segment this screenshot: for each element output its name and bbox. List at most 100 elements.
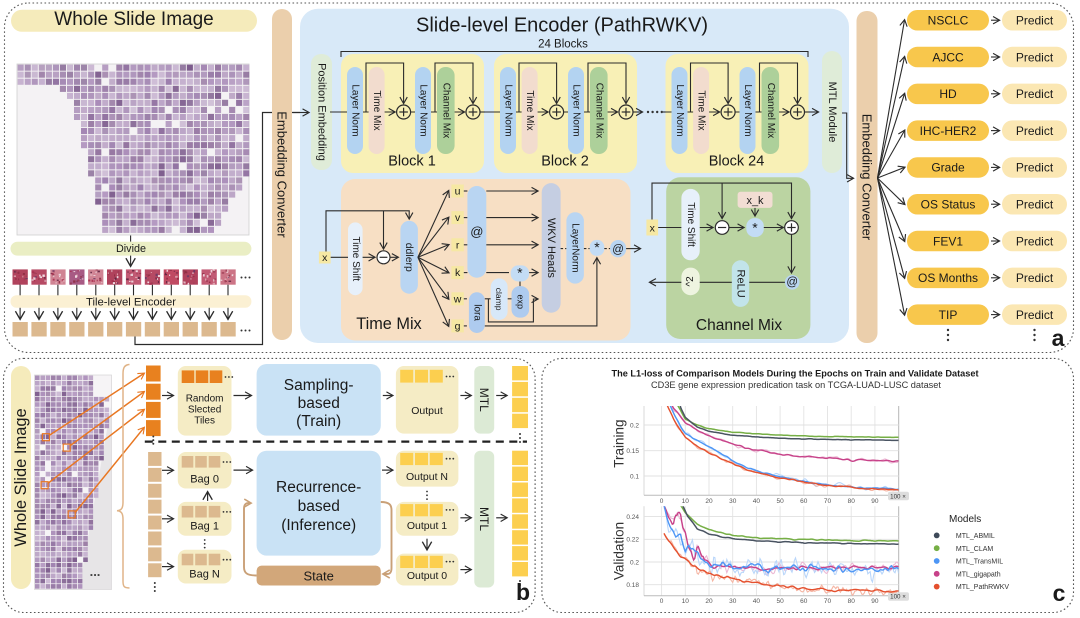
svg-text:x: x [650,223,656,235]
svg-text:MTL: MTL [477,388,491,412]
svg-text:40: 40 [753,598,761,605]
svg-text:Channel Mix: Channel Mix [765,83,776,139]
svg-text:0: 0 [660,498,664,505]
svg-text:Time Mix: Time Mix [696,90,707,130]
svg-text:MTL_ABMIL: MTL_ABMIL [956,533,995,540]
svg-text:0.2: 0.2 [630,422,639,429]
svg-text:60: 60 [800,598,808,605]
svg-text:Layer Norm: Layer Norm [742,84,753,136]
svg-text:Tile-level Encoder: Tile-level Encoder [86,296,176,308]
svg-text:Embedding Converter: Embedding Converter [275,111,290,238]
svg-text:c: c [1053,580,1066,606]
svg-text:Block 2: Block 2 [541,154,589,170]
svg-text:LayerNorm: LayerNorm [570,223,581,272]
svg-text:Block 24: Block 24 [709,154,765,170]
svg-text:x: x [322,252,328,264]
svg-text:Embedding Converter: Embedding Converter [860,114,875,241]
svg-text:based: based [298,498,340,515]
svg-text:r: r [456,239,460,251]
svg-text:lora: lora [471,304,482,321]
svg-text:Channel Mix: Channel Mix [593,83,604,139]
svg-text:Grade: Grade [931,161,965,175]
svg-text:Predict: Predict [1016,161,1054,175]
svg-text:Predict: Predict [1016,308,1054,322]
svg-text:ddlerp: ddlerp [403,243,415,272]
svg-text:*: * [594,239,600,255]
svg-text:Whole Slide Image: Whole Slide Image [54,9,213,30]
svg-text:Slide-level Encoder (PathRWKV): Slide-level Encoder (PathRWKV) [416,15,708,37]
svg-text:Slected: Slected [188,405,221,416]
svg-text:NSCLC: NSCLC [928,14,969,28]
svg-text:@: @ [470,224,483,239]
svg-text:Tiles: Tiles [194,416,215,427]
svg-text:(Inference): (Inference) [281,517,356,534]
svg-text:50: 50 [776,498,784,505]
svg-text:Time Mix: Time Mix [356,315,421,333]
svg-text:70: 70 [824,598,832,605]
svg-text:OS Months: OS Months [918,271,978,285]
svg-text:CD3E gene expression predicati: CD3E gene expression predication task on… [651,380,941,390]
svg-text:MTL_TransMIL: MTL_TransMIL [956,559,1003,566]
svg-text:30: 30 [729,498,737,505]
svg-text:Validation: Validation [612,522,627,580]
svg-text:a: a [1052,325,1065,351]
svg-text:Layer Norm: Layer Norm [418,84,429,136]
svg-text:Whole Slide Image: Whole Slide Image [12,408,30,547]
svg-text:Layer Norm: Layer Norm [350,84,361,136]
svg-text:Time Shift: Time Shift [350,236,361,281]
svg-text:Predict: Predict [1016,271,1054,285]
svg-text:MTL_gigapath: MTL_gigapath [956,571,1001,578]
svg-text:@: @ [612,244,624,256]
svg-text:Bag 1: Bag 1 [190,521,219,533]
svg-text:0: 0 [660,598,664,605]
svg-text:k: k [455,267,461,279]
svg-text:0.22: 0.22 [626,537,639,544]
svg-text:AJCC: AJCC [932,50,964,64]
svg-text:Models: Models [949,514,981,525]
svg-text:Time Mix: Time Mix [524,90,535,130]
svg-text:Bag N: Bag N [189,569,220,581]
svg-text:Predict: Predict [1016,198,1054,212]
svg-text:20: 20 [705,598,713,605]
svg-text:10: 10 [682,598,690,605]
svg-text:100 ×: 100 × [890,493,906,500]
svg-text:Recurrence-: Recurrence- [276,479,361,496]
svg-text:(Train): (Train) [296,413,341,430]
svg-text:40: 40 [753,498,761,505]
svg-text:OS Status: OS Status [921,198,976,212]
svg-text:exp: exp [515,295,525,310]
svg-text:ReLU: ReLU [735,270,747,298]
svg-text:b: b [516,579,530,605]
svg-text:FEV1: FEV1 [933,234,963,248]
svg-text:HD: HD [939,87,957,101]
svg-text:TIP: TIP [939,308,958,322]
svg-text:Predict: Predict [1016,50,1054,64]
svg-text:Output 1: Output 1 [407,520,447,532]
svg-text:Channel Mix: Channel Mix [440,83,451,139]
svg-text:v: v [455,212,461,224]
svg-text:10: 10 [682,498,690,505]
svg-text:MTL: MTL [477,507,491,531]
svg-text:Layer Norm: Layer Norm [503,84,514,136]
svg-text:Time Shift: Time Shift [685,202,696,247]
svg-text:0.1: 0.1 [630,473,639,480]
svg-text:60: 60 [800,498,808,505]
svg-text:@: @ [786,276,798,288]
svg-text:Position Embedding: Position Embedding [316,63,328,161]
svg-text:IHC-HER2: IHC-HER2 [920,124,977,138]
svg-text:Sampling-: Sampling- [284,377,354,394]
svg-text:80: 80 [848,498,856,505]
svg-text:Random: Random [186,394,224,405]
svg-text:80: 80 [848,598,856,605]
svg-text:clamp: clamp [494,288,504,311]
svg-text:MTL_PathRWKV: MTL_PathRWKV [956,584,1009,591]
svg-text:0.24: 0.24 [626,514,639,521]
svg-text:30: 30 [729,598,737,605]
svg-text:Layer Norm: Layer Norm [674,84,685,136]
svg-text:Output N: Output N [406,471,448,483]
svg-text:70: 70 [824,498,832,505]
svg-text:0.2: 0.2 [630,559,639,566]
svg-text:based: based [298,395,340,412]
svg-text:Output 0: Output 0 [407,570,447,582]
svg-text:g: g [455,321,461,333]
